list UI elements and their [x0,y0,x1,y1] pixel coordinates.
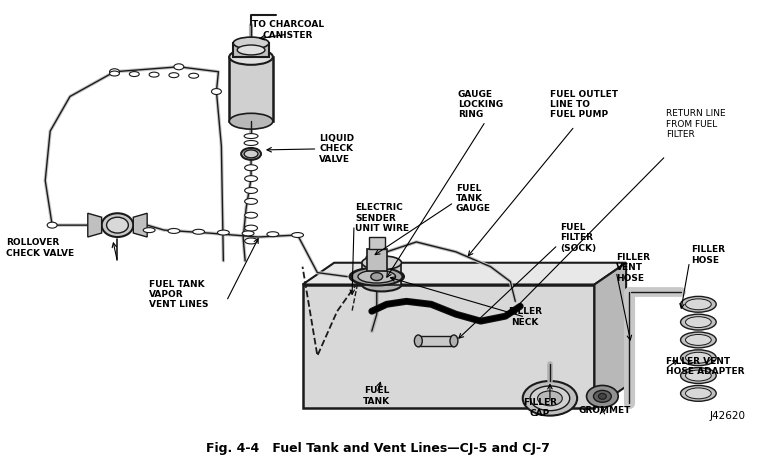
Bar [418,336,454,346]
Ellipse shape [230,114,273,129]
Text: FUEL
TANK
GAUGE: FUEL TANK GAUGE [456,183,491,213]
Text: FUEL OUTLET
LINE TO
FUEL PUMP: FUEL OUTLET LINE TO FUEL PUMP [550,90,618,119]
Ellipse shape [450,335,458,347]
Ellipse shape [349,268,404,285]
Text: LIQUID
CHECK
VALVE: LIQUID CHECK VALVE [320,134,355,164]
Ellipse shape [245,238,257,244]
Ellipse shape [681,385,716,401]
Ellipse shape [362,277,401,292]
Ellipse shape [242,231,254,236]
Ellipse shape [681,332,716,348]
Text: FUEL TANK
VAPOR
VENT LINES: FUEL TANK VAPOR VENT LINES [149,279,208,309]
Ellipse shape [414,335,422,347]
Ellipse shape [169,73,179,77]
Ellipse shape [110,69,120,75]
Text: FILLER
VENT
HOSE: FILLER VENT HOSE [617,253,650,283]
Ellipse shape [358,270,395,283]
Ellipse shape [685,299,711,310]
Text: FUEL
TANK: FUEL TANK [363,387,391,406]
Ellipse shape [217,230,230,235]
Ellipse shape [245,225,257,231]
Ellipse shape [101,213,134,237]
Ellipse shape [363,272,391,281]
Ellipse shape [351,268,403,285]
Ellipse shape [244,150,258,158]
Text: TO CHARCOAL
CANISTER: TO CHARCOAL CANISTER [252,20,324,40]
Ellipse shape [233,37,269,49]
Text: GROMMET: GROMMET [578,406,630,415]
Text: FUEL
FILTER
(SOCK): FUEL FILTER (SOCK) [560,223,596,253]
Ellipse shape [245,188,257,193]
Ellipse shape [362,256,401,270]
Polygon shape [594,263,626,408]
Ellipse shape [681,314,716,330]
Ellipse shape [244,141,258,145]
Polygon shape [134,213,147,237]
Bar [362,263,401,285]
Text: FILLER
NECK: FILLER NECK [508,307,542,327]
Ellipse shape [188,73,198,78]
Text: FILLER
HOSE: FILLER HOSE [691,245,726,265]
Ellipse shape [587,385,618,407]
Text: ROLLOVER
CHECK VALVE: ROLLOVER CHECK VALVE [5,238,74,257]
Bar [367,249,387,271]
Ellipse shape [681,350,716,366]
Text: ELECTRIC
SENDER
UNIT WIRE: ELECTRIC SENDER UNIT WIRE [355,203,409,233]
Ellipse shape [211,88,221,95]
Polygon shape [303,285,594,408]
Bar [369,237,385,249]
Ellipse shape [237,45,265,55]
Ellipse shape [47,222,57,228]
Ellipse shape [291,233,304,238]
Ellipse shape [598,393,607,399]
Ellipse shape [174,64,184,70]
Ellipse shape [685,334,711,345]
Ellipse shape [244,133,258,139]
Ellipse shape [110,71,120,76]
Ellipse shape [241,148,261,160]
Ellipse shape [230,49,273,65]
Text: GAUGE
LOCKING
RING: GAUGE LOCKING RING [458,90,503,119]
Ellipse shape [143,228,155,233]
Ellipse shape [245,199,257,204]
Ellipse shape [245,212,257,218]
Ellipse shape [149,72,159,77]
Ellipse shape [245,176,257,181]
Bar [233,43,269,57]
Ellipse shape [685,352,711,363]
Text: FILLER VENT
HOSE ADAPTER: FILLER VENT HOSE ADAPTER [666,357,744,376]
Ellipse shape [530,386,570,411]
Ellipse shape [523,381,577,416]
Ellipse shape [168,228,180,233]
Ellipse shape [594,390,611,402]
Ellipse shape [681,368,716,383]
Bar [230,57,273,121]
Text: Fig. 4-4   Fuel Tank and Vent Lines—CJ-5 and CJ-7: Fig. 4-4 Fuel Tank and Vent Lines—CJ-5 a… [206,442,550,455]
Polygon shape [88,213,101,237]
Ellipse shape [130,72,139,76]
Ellipse shape [267,232,278,237]
Text: J42620: J42620 [710,411,746,421]
Text: FILLER
CAP: FILLER CAP [523,399,557,418]
Text: RETURN LINE
FROM FUEL
FILTER: RETURN LINE FROM FUEL FILTER [666,109,726,139]
Ellipse shape [193,229,204,234]
Polygon shape [303,263,626,285]
Ellipse shape [685,317,711,328]
Ellipse shape [245,165,257,171]
Ellipse shape [685,370,711,381]
Ellipse shape [357,270,397,283]
Ellipse shape [107,217,128,233]
Ellipse shape [681,296,716,312]
Ellipse shape [538,391,562,406]
Ellipse shape [371,273,383,281]
Ellipse shape [685,388,711,399]
